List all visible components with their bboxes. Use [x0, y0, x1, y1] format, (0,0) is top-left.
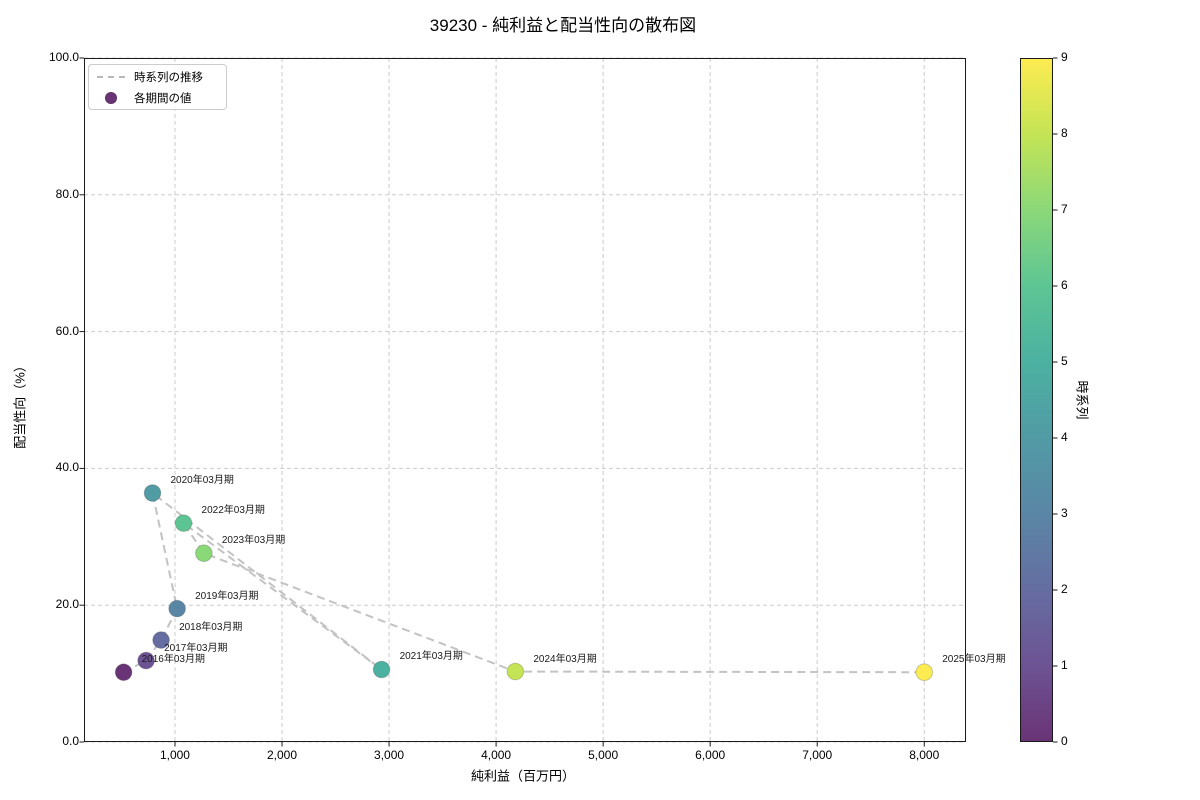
legend-entry-points: 各期間の値 [97, 90, 218, 106]
colorbar-tick-label: 0 [1061, 734, 1068, 748]
x-tick-label: 7,000 [802, 748, 833, 762]
point-annotation: 2022年03月期 [201, 505, 265, 517]
colorbar-tick-label: 6 [1061, 278, 1068, 292]
data-point [372, 660, 391, 679]
point-annotation: 2017年03月期 [164, 642, 228, 654]
legend-entry-trend: 時系列の推移 [97, 69, 218, 85]
y-tick-label: 80.0 [55, 186, 79, 201]
plot-border [84, 58, 966, 742]
data-point [168, 599, 186, 618]
colorbar-tick-label: 5 [1061, 354, 1068, 368]
data-point [195, 544, 213, 563]
y-tick-label: 20.0 [55, 597, 79, 612]
colorbar-gradient [1020, 58, 1053, 742]
chart-title: 39230 - 純利益と配当性向の散布図 [429, 16, 697, 35]
colorbar-tick-label: 1 [1061, 658, 1068, 672]
data-point [114, 663, 133, 682]
data-point [152, 631, 170, 649]
point-annotation: 2023年03月期 [221, 535, 286, 547]
y-tick-label: 0.0 [62, 734, 79, 748]
data-point [915, 663, 934, 682]
legend-trend-label: 時系列の推移 [134, 71, 203, 84]
point-annotation: 2021年03月期 [399, 651, 463, 663]
y-tick-label: 100.0 [48, 50, 79, 64]
y-tick-label: 60.0 [55, 323, 79, 338]
point-annotation: 2025年03月期 [942, 654, 1006, 666]
colorbar-tick-label: 4 [1061, 430, 1068, 444]
x-tick-label: 5,000 [588, 748, 619, 762]
circle-marker-icon [97, 91, 125, 104]
point-annotation: 2024年03月期 [533, 653, 597, 665]
legend: 時系列の推移 各期間の値 [88, 64, 227, 110]
x-tick-label: 8,000 [909, 748, 940, 762]
data-point [143, 484, 162, 502]
x-tick-label: 1,000 [159, 748, 190, 762]
data-point [174, 514, 193, 532]
colorbar-tick-label: 2 [1061, 582, 1068, 596]
data-point [506, 662, 525, 681]
colorbar-label: 時系列 [1074, 380, 1090, 420]
data-point [137, 651, 155, 670]
x-tick-label: 4,000 [481, 748, 512, 762]
y-axis-label: 配当性向（%） [12, 359, 28, 449]
x-axis-label: 純利益（百万円） [470, 768, 576, 784]
colorbar-tick-label: 8 [1061, 126, 1068, 140]
trend-line [123, 490, 925, 674]
colorbar-tick-label: 9 [1061, 50, 1068, 64]
x-tick-label: 6,000 [695, 748, 726, 762]
y-tick-label: 40.0 [55, 460, 79, 475]
colorbar-tick-label: 3 [1061, 506, 1068, 520]
point-annotation: 2016年03月期 [141, 654, 205, 666]
point-annotation: 2019年03月期 [195, 590, 259, 602]
colorbar-tick-label: 7 [1061, 202, 1068, 216]
point-annotation: 2020年03月期 [170, 475, 234, 487]
legend-points-label: 各期間の値 [134, 92, 192, 105]
dashed-line-icon [97, 75, 125, 78]
x-tick-label: 3,000 [374, 748, 405, 762]
x-tick-label: 2,000 [267, 748, 298, 762]
point-annotation: 2018年03月期 [179, 622, 243, 634]
